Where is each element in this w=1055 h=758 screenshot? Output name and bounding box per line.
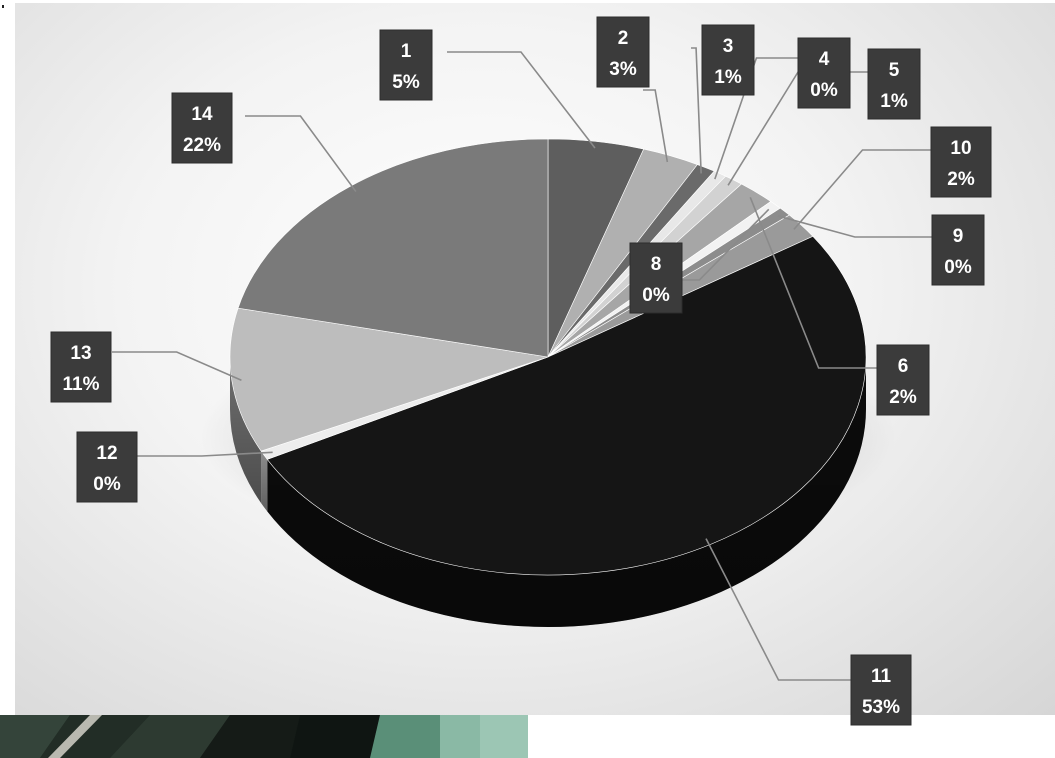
data-label-box <box>876 344 930 416</box>
data-label-4: 40% <box>797 37 851 109</box>
pie-side-shade <box>261 451 268 512</box>
data-label-percent: 5% <box>392 72 420 93</box>
data-label-box <box>850 654 912 726</box>
data-label-percent: 2% <box>889 387 917 408</box>
pie-slice-11 <box>266 235 867 576</box>
data-label-category: 8 <box>651 254 662 275</box>
data-label-percent: 0% <box>810 80 838 101</box>
data-label-category: 4 <box>819 49 830 70</box>
data-label-1: 15% <box>379 29 433 101</box>
data-label-percent: 22% <box>183 135 221 156</box>
data-label-box <box>171 92 233 164</box>
leader-line-3 <box>691 47 702 174</box>
data-label-percent: 3% <box>609 59 637 80</box>
leader-line-2 <box>643 89 669 163</box>
data-label-6: 62% <box>876 344 930 416</box>
leader-line-12 <box>131 451 273 457</box>
data-label-category: 6 <box>898 356 909 377</box>
leader-line-14 <box>245 115 357 193</box>
data-labels: 15%23%31%40%51%62%80%90%102%1153%120%131… <box>50 16 992 726</box>
leader-line-1 <box>447 51 596 149</box>
pie-side-shade <box>230 357 262 504</box>
data-label-percent: 0% <box>93 474 121 495</box>
data-label-box <box>867 48 921 120</box>
data-label-category: 3 <box>723 36 734 57</box>
data-label-box <box>701 24 755 96</box>
data-label-percent: 0% <box>642 285 670 306</box>
data-label-category: 14 <box>191 104 213 125</box>
data-label-box <box>930 126 992 198</box>
leader-line-11 <box>705 538 851 681</box>
data-label-box <box>629 242 683 314</box>
aerial-photo-thumbnail <box>0 715 528 758</box>
data-label-box <box>50 331 112 403</box>
data-label-5: 51% <box>867 48 921 120</box>
data-label-percent: 1% <box>880 91 908 112</box>
data-label-box <box>379 29 433 101</box>
leader-line-4 <box>714 57 798 180</box>
data-label-category: 2 <box>618 28 629 49</box>
data-label-box <box>76 431 138 503</box>
data-label-box <box>931 214 985 286</box>
data-label-category: 11 <box>871 666 892 687</box>
pie-slice-13 <box>229 307 549 452</box>
data-label-category: 9 <box>953 226 964 247</box>
data-label-percent: 2% <box>947 169 975 190</box>
data-label-10: 102% <box>930 126 992 198</box>
data-label-percent: 53% <box>862 697 900 718</box>
data-label-box <box>596 16 650 88</box>
data-label-8: 80% <box>629 242 683 314</box>
data-label-box <box>797 37 851 109</box>
leader-line-10 <box>793 149 931 230</box>
data-label-category: 10 <box>950 138 971 159</box>
data-label-percent: 11% <box>63 374 100 395</box>
data-label-3: 31% <box>701 24 755 96</box>
data-label-category: 1 <box>401 41 412 62</box>
data-label-percent: 1% <box>714 67 742 88</box>
data-label-9: 90% <box>931 214 985 286</box>
leader-line-6 <box>749 197 887 369</box>
data-label-12: 120% <box>76 431 138 503</box>
data-label-category: 5 <box>889 60 900 81</box>
data-label-percent: 0% <box>944 257 972 278</box>
pie-slice-14 <box>237 138 549 358</box>
data-label-category: 12 <box>96 443 117 464</box>
corner-mark <box>2 5 4 8</box>
pie-top-faces <box>229 138 867 576</box>
leader-line-9 <box>777 215 932 238</box>
data-label-category: 13 <box>70 343 91 364</box>
data-label-2: 23% <box>596 16 650 88</box>
leader-line-13 <box>112 351 242 381</box>
